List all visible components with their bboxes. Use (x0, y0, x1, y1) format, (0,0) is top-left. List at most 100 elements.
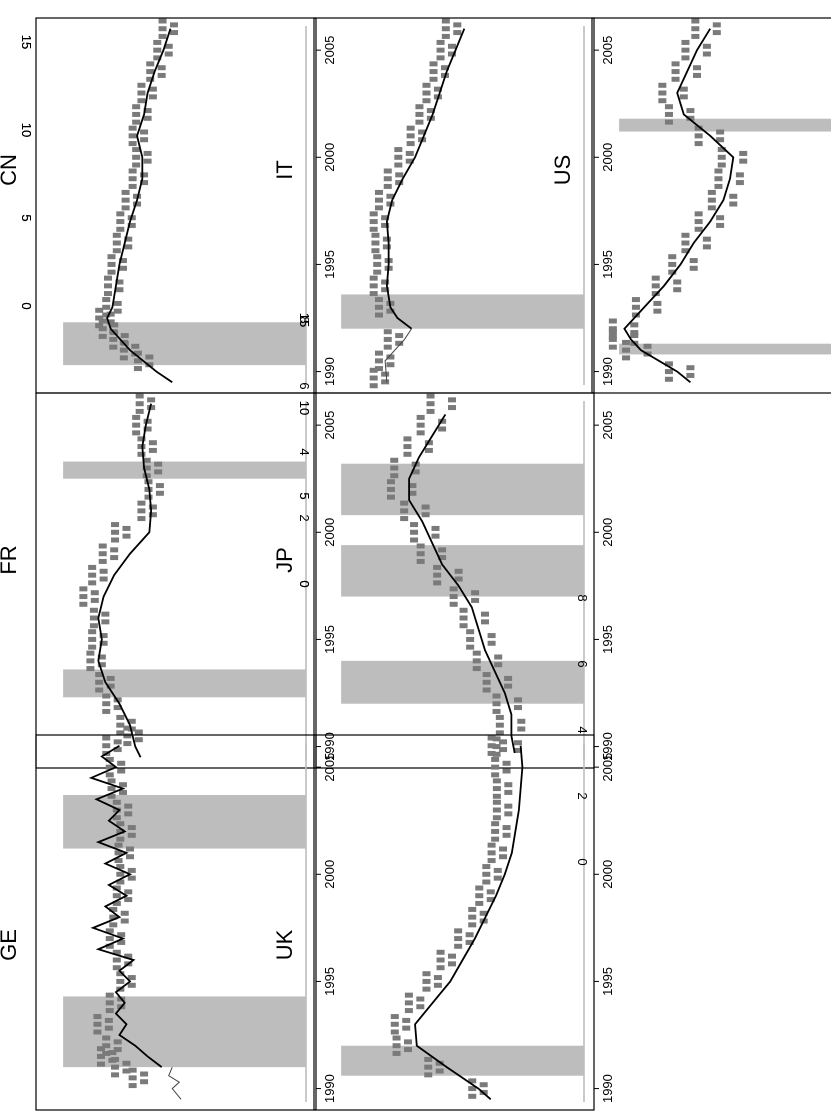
data-point (374, 304, 383, 310)
data-point (131, 343, 140, 349)
data-point (107, 254, 116, 260)
data-point (514, 705, 522, 711)
data-point (491, 836, 500, 842)
x-tick-label: 2005 (600, 411, 615, 440)
data-point (454, 928, 463, 934)
data-point (133, 193, 142, 199)
data-point (127, 832, 136, 838)
data-point (608, 318, 617, 324)
data-point (122, 525, 131, 531)
y-tick-label: 5 (297, 492, 312, 499)
data-point (693, 65, 701, 71)
data-point (422, 90, 431, 96)
data-point (415, 111, 424, 117)
data-point (116, 879, 125, 885)
data-point (124, 953, 133, 959)
y-tick-label: 2 (575, 792, 590, 799)
data-point (422, 986, 431, 992)
data-point (694, 219, 703, 225)
panel-uk: 0 5 10 15 1990 1995 2000 2005 UK (272, 313, 615, 1111)
data-point (143, 108, 152, 114)
data-point (404, 1000, 413, 1006)
data-point (105, 936, 114, 942)
data-point (143, 115, 152, 121)
data-point (671, 69, 680, 75)
data-point (102, 312, 111, 318)
data-point (137, 500, 146, 506)
data-point (374, 205, 383, 211)
data-point (392, 1050, 401, 1056)
panel-title: JP (272, 547, 297, 573)
data-point (472, 650, 481, 656)
data-point (492, 693, 501, 699)
fitted-series-line (88, 744, 163, 1068)
data-point (93, 1021, 102, 1027)
data-point (433, 982, 442, 988)
data-point (144, 494, 153, 500)
data-point (691, 33, 700, 39)
data-point (487, 640, 496, 646)
data-point (153, 55, 162, 61)
data-point (441, 33, 450, 39)
data-point (386, 308, 395, 314)
data-point (88, 629, 97, 635)
data-point (482, 871, 491, 877)
data-point (99, 576, 108, 582)
data-point (392, 1043, 401, 1049)
data-point (410, 529, 419, 535)
panel-title: FR (0, 545, 21, 574)
data-point (608, 329, 617, 335)
data-point (686, 365, 695, 371)
data-point (95, 315, 104, 321)
data-point (121, 205, 130, 211)
fitted-series-line (414, 745, 524, 1100)
data-point (408, 490, 417, 496)
data-point (422, 98, 431, 104)
recession-band (341, 1045, 584, 1076)
data-point (146, 61, 155, 67)
data-point (105, 1000, 114, 1006)
data-point (449, 601, 458, 607)
data-point (492, 778, 501, 784)
data-point (102, 304, 111, 310)
recession-band (63, 461, 307, 479)
x-tick-label: 2000 (600, 143, 615, 172)
data-point (158, 33, 167, 39)
panel-title: UK (272, 929, 297, 960)
x-tick-label: 2000 (322, 143, 337, 172)
data-point (93, 1014, 102, 1020)
data-point (98, 543, 107, 549)
data-point (386, 479, 395, 485)
y-tick-label: 10 (19, 123, 34, 137)
y-tick-label: 4 (575, 726, 590, 733)
data-point (154, 469, 163, 475)
data-point (717, 162, 726, 168)
data-point (95, 679, 104, 685)
data-point (714, 176, 723, 182)
data-point (137, 98, 146, 104)
data-point (716, 222, 725, 228)
data-point (116, 219, 125, 225)
data-point (101, 619, 110, 625)
data-point (102, 1050, 111, 1056)
data-point (109, 906, 118, 912)
data-point (106, 683, 115, 689)
data-point (118, 782, 127, 788)
data-point (106, 675, 115, 681)
data-point (694, 133, 703, 139)
data-point (157, 65, 166, 71)
data-point (492, 744, 501, 750)
data-point (681, 55, 690, 61)
data-point (739, 150, 748, 156)
data-point (689, 265, 698, 271)
data-point (679, 86, 688, 92)
data-point (120, 333, 129, 339)
data-point (88, 644, 97, 650)
y-tick-label: 5 (19, 214, 34, 221)
data-point (668, 254, 677, 260)
data-point (436, 55, 445, 61)
data-point (735, 172, 744, 178)
data-point (107, 269, 116, 275)
data-point (111, 529, 120, 535)
data-point (454, 943, 463, 949)
